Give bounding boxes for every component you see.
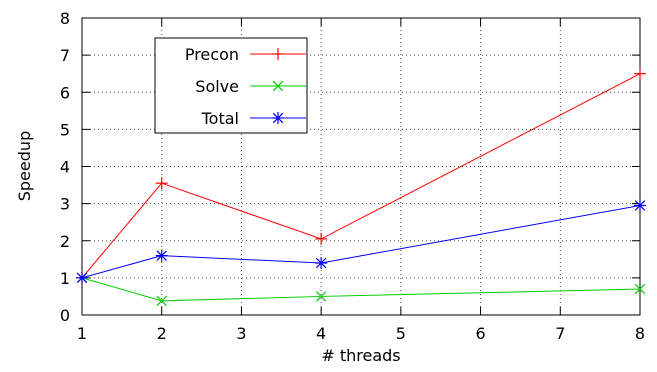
data-point-precon [315,232,328,245]
x-tick-label: 2 [157,324,167,343]
x-tick-label: 4 [316,324,326,343]
data-point-precon [155,177,168,190]
y-tick-label: 2 [60,232,70,251]
series-line-total [81,204,641,279]
legend-label-precon: Precon [185,45,239,64]
legend-marker-solve [272,80,284,92]
data-point-solve [634,283,646,295]
legend-marker-precon [272,48,284,60]
data-point-total [155,249,168,262]
y-tick-label: 3 [60,195,70,214]
x-tick-label: 6 [475,324,485,343]
data-point-solve [315,291,327,302]
data-point-precon [634,67,646,80]
y-tick-label: 4 [60,158,70,177]
series-layer [76,67,646,307]
y-axis-label: Speedup [15,131,34,201]
series-total [76,199,646,284]
y-tick-label: 1 [60,269,70,288]
x-tick-label: 1 [77,324,87,343]
x-tick-label: 5 [396,324,406,343]
y-tick-label: 5 [60,120,70,139]
legend-label-total: Total [201,109,239,128]
data-point-total [76,271,88,284]
series-line-solve [81,277,641,302]
x-tick-label: 7 [555,324,565,343]
legend-label-solve: Solve [195,77,239,96]
data-point-total [634,199,646,212]
series-line-precon [81,73,641,279]
legend-marker-total [272,112,284,124]
y-tick-label: 8 [60,9,70,28]
x-tick-label: 3 [236,324,246,343]
data-point-total [315,257,328,270]
y-tick-label: 6 [60,83,70,102]
y-tick-label: 0 [60,306,70,325]
data-point-solve [156,295,167,307]
legend: Precon Solve Total [154,37,308,134]
x-tick-label: 8 [635,324,645,343]
y-tick-label: 7 [60,46,70,65]
x-axis-label: # threads [321,346,400,365]
